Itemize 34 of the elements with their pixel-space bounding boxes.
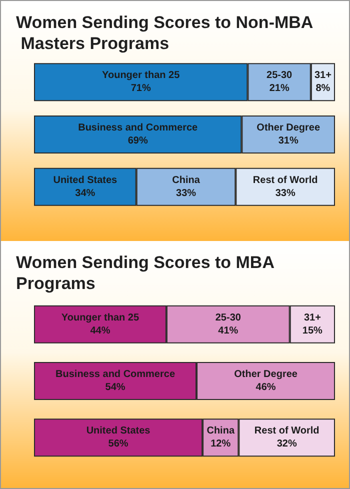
data-label: 44% [90, 325, 110, 336]
data-label: 71% [130, 83, 151, 94]
series-label: United States [53, 174, 118, 186]
series-label: 25-30 [266, 70, 293, 82]
chart-title: Women Sending Scores to Non-MBA Masters Programs [16, 13, 314, 53]
data-label: 12% [210, 438, 231, 450]
series-label: Younger than 25 [61, 312, 140, 324]
data-label: 8% [316, 83, 330, 94]
series-label: Rest of World [254, 426, 320, 437]
series-label: 31+ [304, 312, 322, 324]
series-label: 31+ [314, 70, 332, 82]
data-label: 33% [275, 188, 296, 199]
series-label: 25-30 [215, 312, 242, 324]
data-label: 21% [269, 83, 290, 94]
series-label: Other Degree [256, 122, 320, 134]
series-label: Rest of World [252, 174, 318, 186]
data-label: 41% [218, 325, 238, 336]
data-label: 69% [128, 136, 148, 146]
data-label: 31% [278, 136, 298, 146]
series-label: China [172, 174, 200, 186]
series-label: China [206, 426, 235, 437]
data-label: 34% [75, 188, 96, 199]
data-label: 32% [276, 438, 297, 450]
data-label: 33% [176, 188, 196, 199]
data-label: 56% [108, 438, 128, 450]
series-label: Business and Commerce [78, 122, 198, 134]
series-label: Business and Commerce [56, 369, 176, 380]
series-label: Younger than 25 [102, 70, 180, 82]
series-label: United States [86, 426, 151, 437]
data-label: 54% [105, 382, 126, 393]
series-label: Other Degree [234, 369, 298, 380]
data-label: 15% [302, 325, 323, 336]
data-label: 46% [256, 382, 276, 393]
chart-title: Women Sending Scores to MBA Programs [16, 253, 279, 293]
